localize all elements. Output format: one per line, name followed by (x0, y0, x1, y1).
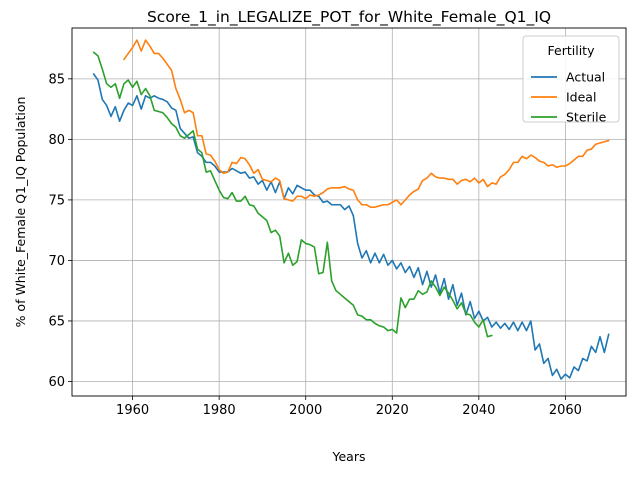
series-lines (92, 39, 610, 380)
series-line-sterile (92, 51, 493, 338)
axis-ticks: 1960 1980 2000 2020 2040 2060 60 65 70 75 80 85 (48, 72, 582, 418)
x-tick-label: 2060 (549, 403, 582, 418)
legend-label-actual: Actual (566, 70, 605, 85)
legend-title: Fertility (548, 43, 596, 58)
x-tick-label: 1960 (116, 403, 149, 418)
x-tick-label: 2000 (289, 403, 322, 418)
y-tick-label: 80 (48, 133, 65, 148)
y-tick-label: 60 (48, 375, 65, 390)
chart-title: Score_1_in_LEGALIZE_POT_for_White_Female… (147, 8, 551, 27)
x-tick-label: 2020 (376, 403, 409, 418)
x-axis-label: Years (332, 449, 366, 464)
legend-entries: Actual Ideal Sterile (531, 70, 607, 125)
legend-label-sterile: Sterile (566, 110, 607, 125)
grid-lines (72, 28, 626, 396)
y-tick-label: 85 (48, 72, 65, 87)
plot-frame (71, 27, 627, 397)
x-tick-label: 2040 (462, 403, 495, 418)
legend-box (522, 35, 620, 123)
y-tick-label: 75 (48, 193, 65, 208)
series-line-ideal (123, 39, 610, 208)
series-line-actual (92, 73, 610, 380)
x-tick-label: 1980 (203, 403, 236, 418)
legend: Fertility Actual Ideal Sterile (522, 35, 620, 125)
y-tick-label: 65 (48, 314, 65, 329)
y-axis-label: % of White_Female Q1_IQ Population (13, 97, 28, 328)
y-tick-label: 70 (48, 254, 65, 269)
legend-label-ideal: Ideal (566, 90, 596, 105)
